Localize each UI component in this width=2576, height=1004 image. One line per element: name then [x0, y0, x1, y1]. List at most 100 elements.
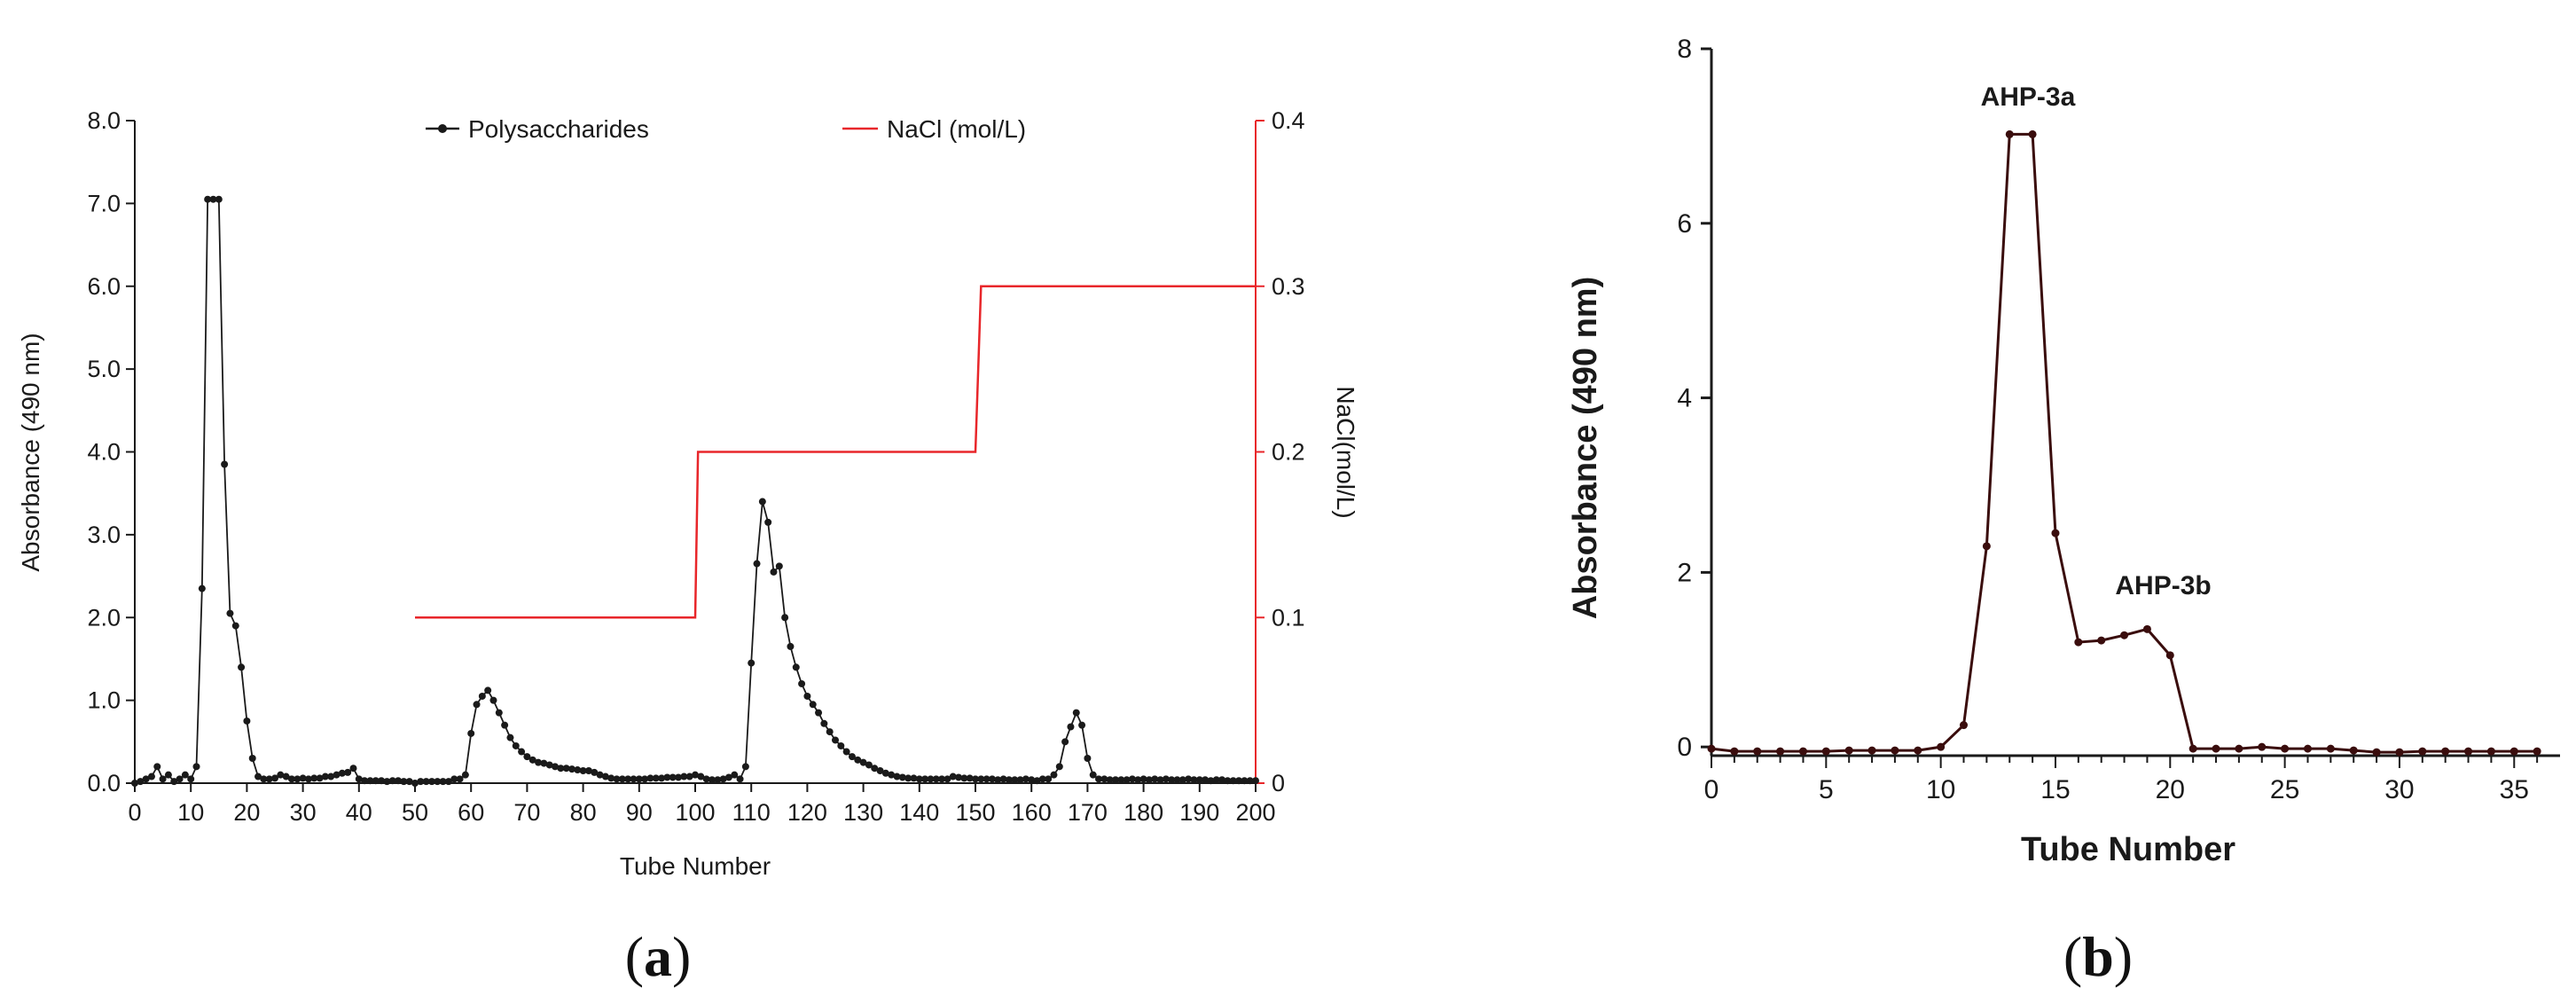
b-x-tick-label: 10 [1926, 775, 1955, 804]
panel-b-caption-letter: b [2082, 925, 2114, 988]
a-x-tick-label: 90 [626, 799, 653, 826]
polysaccharides-point [372, 777, 380, 785]
absorbance-point [1914, 746, 1922, 755]
polysaccharides-point [427, 778, 435, 786]
a-y-tick-label: 0.0 [87, 770, 121, 796]
polysaccharides-point [395, 777, 403, 785]
polysaccharides-point [1128, 775, 1136, 783]
a-y2-tick-label: 0 [1272, 770, 1285, 796]
polysaccharides-point [949, 773, 957, 780]
polysaccharides-point [1202, 776, 1210, 784]
polysaccharides-point [529, 756, 536, 764]
a-y2-tick-label: 0.3 [1272, 273, 1305, 300]
a-x-tick-label: 40 [346, 799, 372, 826]
a-y2-axis-label: NaCl(mol/L) [1332, 386, 1359, 518]
polysaccharides-point [837, 741, 845, 749]
polysaccharides-point [630, 775, 638, 783]
polysaccharides-point [1151, 775, 1159, 783]
polysaccharides-point [439, 778, 447, 786]
polysaccharides-point [826, 728, 834, 736]
b-x-tick-label: 20 [2156, 775, 2185, 804]
absorbance-point [2303, 744, 2312, 753]
absorbance-point [1960, 721, 1969, 730]
polysaccharides-point [675, 773, 683, 781]
polysaccharides-point [1173, 776, 1181, 784]
polysaccharides-point [787, 642, 795, 650]
polysaccharides-point [204, 195, 212, 203]
polysaccharides-point [646, 774, 654, 782]
absorbance-point [1844, 746, 1853, 755]
a-y-ticks: 0.0 1.0 2.0 3.0 4.0 5.0 6.0 7.0 8.0 [87, 107, 135, 796]
a-x-tick-label: 130 [843, 799, 883, 826]
b-x-tick-label: 5 [1819, 775, 1834, 804]
polysaccharides-point [1235, 777, 1243, 785]
polysaccharides-point [1207, 777, 1215, 785]
b-x-axis-label: Tube Number [2021, 831, 2235, 868]
polysaccharides-point [484, 686, 492, 694]
polysaccharides-point [467, 729, 475, 737]
polysaccharides-point [1117, 776, 1125, 784]
polysaccharides-point [434, 778, 442, 786]
polysaccharides-point [994, 776, 1002, 784]
absorbance-point [2005, 129, 2014, 138]
b-x-tick-label: 35 [2500, 775, 2529, 804]
polysaccharides-point [724, 773, 732, 781]
a-y-tick-label: 7.0 [87, 190, 121, 216]
absorbance-line [1711, 132, 2538, 754]
polysaccharides-point [635, 775, 643, 783]
polysaccharides-point [910, 774, 918, 782]
absorbance-point [2235, 744, 2243, 753]
polysaccharides-point [731, 771, 739, 779]
polysaccharides-point [898, 773, 906, 781]
polysaccharides-point [972, 775, 979, 783]
polysaccharides-point [977, 775, 985, 783]
polysaccharides-point [641, 775, 649, 783]
polysaccharides-point [405, 778, 413, 786]
polysaccharides-point [383, 778, 391, 786]
legend-nacl-label: NaCl (mol/L) [887, 115, 1026, 143]
polysaccharides-point [277, 771, 285, 779]
polysaccharides-point [1005, 776, 1013, 784]
polysaccharides-point [1156, 776, 1164, 784]
polysaccharides-point [1050, 771, 1058, 779]
polysaccharides-point [1246, 777, 1254, 785]
polysaccharides-point [254, 773, 262, 780]
polysaccharides-point [960, 774, 968, 782]
polysaccharides-point [999, 775, 1007, 783]
polysaccharides-point [938, 775, 946, 783]
polysaccharides-point [1195, 776, 1203, 784]
absorbance-point [2188, 744, 2197, 753]
polysaccharides-point [815, 709, 823, 717]
polysaccharides-point [748, 659, 756, 667]
polysaccharides-point [333, 771, 341, 779]
a-x-tick-label: 60 [458, 799, 484, 826]
absorbance-point [2120, 631, 2129, 639]
polysaccharides-point [192, 763, 200, 771]
absorbance-point [2326, 744, 2335, 753]
b-y-tick-label: 6 [1677, 209, 1692, 239]
polysaccharides-point [400, 778, 408, 786]
polysaccharides-point [1123, 776, 1131, 784]
polysaccharides-point [988, 775, 996, 783]
polysaccharides-point [1011, 776, 1019, 784]
a-x-tick-label: 160 [1012, 799, 1052, 826]
a-x-tick-label: 120 [787, 799, 827, 826]
polysaccharides-series [131, 195, 1259, 787]
polysaccharides-point [741, 763, 749, 771]
polysaccharides-point [327, 773, 335, 780]
polysaccharides-point [444, 778, 452, 786]
a-y-axis-label: Absorbance (490 nm) [17, 333, 44, 571]
a-x-tick-label: 200 [1235, 799, 1275, 826]
a-y2-tick-label: 0.2 [1272, 439, 1305, 466]
polysaccharides-point [176, 775, 184, 783]
polysaccharides-point [506, 733, 514, 741]
polysaccharides-point [512, 741, 520, 749]
polysaccharides-point [1252, 777, 1259, 785]
polysaccharides-point [456, 775, 464, 783]
polysaccharides-point [955, 773, 963, 781]
a-x-tick-label: 20 [233, 799, 260, 826]
polysaccharides-point [792, 663, 800, 671]
polysaccharides-point [714, 776, 722, 784]
polysaccharides-point [1185, 775, 1193, 783]
